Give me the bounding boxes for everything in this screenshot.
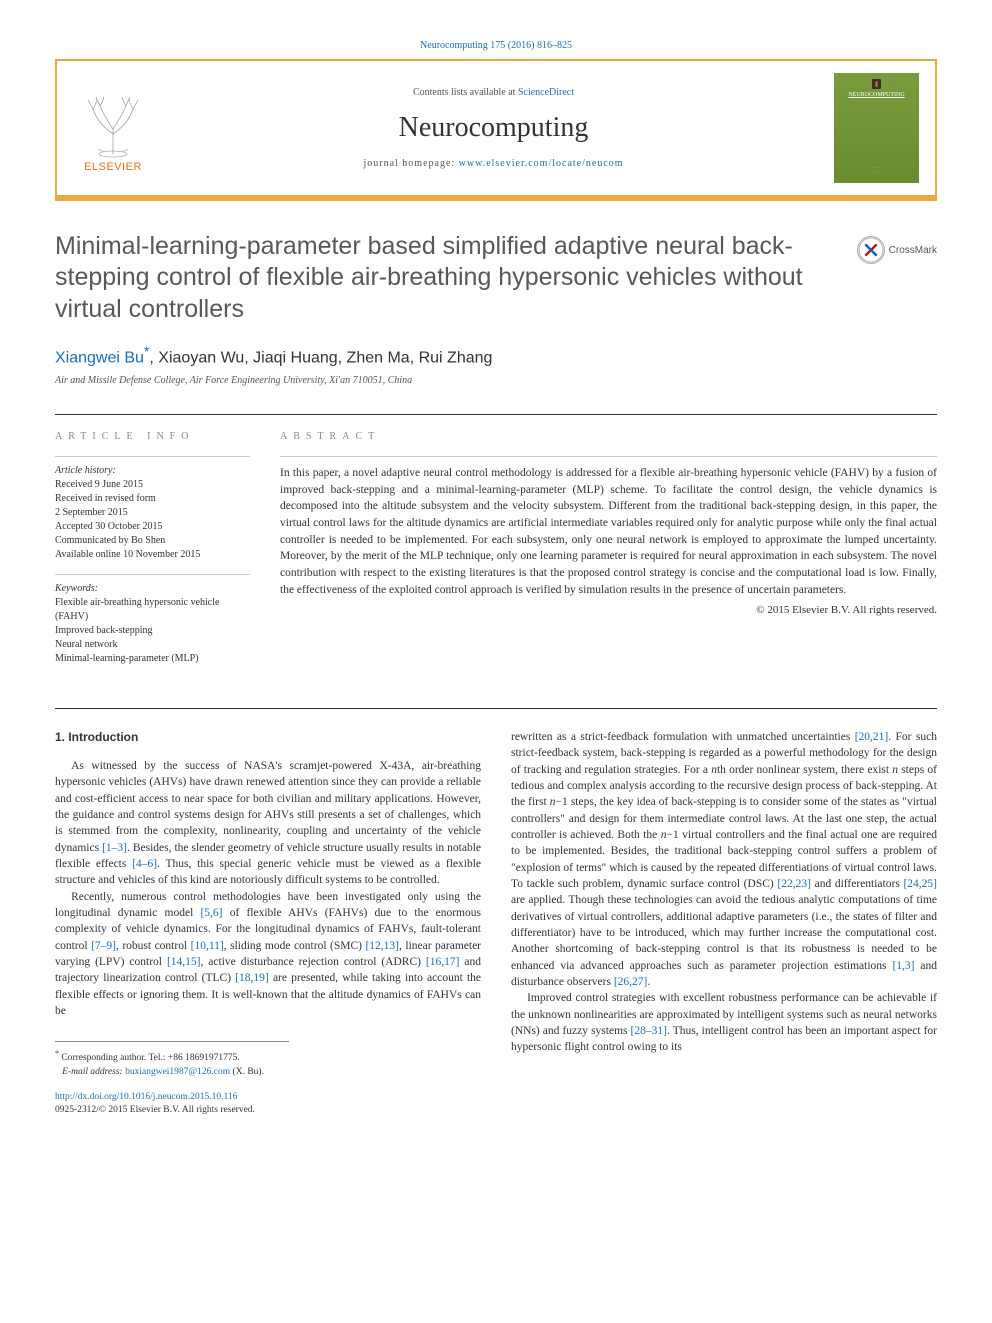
cite-24-25[interactable]: [24,25] <box>903 878 937 890</box>
sciencedirect-link[interactable]: ScienceDirect <box>518 87 574 98</box>
abstract-heading: ABSTRACT <box>280 431 937 442</box>
homepage-prefix: journal homepage: <box>363 158 458 169</box>
cite-14-15[interactable]: [14,15] <box>167 956 201 968</box>
authors-line: Xiangwei Bu*, Xiaoyan Wu, Jiaqi Huang, Z… <box>55 343 937 367</box>
keyword-3: Neural network <box>55 638 250 652</box>
cite-16-17[interactable]: [16,17] <box>426 956 460 968</box>
cover-brand-icon: ▮ <box>872 79 882 89</box>
info-abstract-row: ARTICLE INFO Article history: Received 9… <box>55 414 937 678</box>
cite-12-13[interactable]: [12,13] <box>365 940 399 952</box>
history-communicated: Communicated by Bo Shen <box>55 534 250 548</box>
affiliation: Air and Missile Defense College, Air For… <box>55 375 937 386</box>
header-center: Contents lists available at ScienceDirec… <box>171 87 816 169</box>
contents-available: Contents lists available at ScienceDirec… <box>171 87 816 98</box>
history-received: Received 9 June 2015 <box>55 478 250 492</box>
cite-22-23[interactable]: [22,23] <box>777 878 811 890</box>
body-right-column: rewritten as a strict-feedback formulati… <box>511 729 937 1118</box>
page-root: Neurocomputing 175 (2016) 816–825 <box>0 0 992 1148</box>
article-info-column: ARTICLE INFO Article history: Received 9… <box>55 431 250 678</box>
doi-link[interactable]: http://dx.doi.org/10.1016/j.neucom.2015.… <box>55 1092 237 1102</box>
journal-name: Neurocomputing <box>171 112 816 144</box>
email-link[interactable]: buxiangwei1987@126.com <box>125 1067 230 1077</box>
footnote-block: * Corresponding author. Tel.: +86 186919… <box>55 1041 289 1079</box>
cite-4-6[interactable]: [4–6] <box>132 858 157 870</box>
cite-18-19[interactable]: [18,19] <box>235 972 269 984</box>
article-title: Minimal-learning-parameter based simplif… <box>55 231 937 325</box>
history-accepted: Accepted 30 October 2015 <box>55 520 250 534</box>
cover-bottom-text: · · ·· · · <box>874 165 880 175</box>
cite-10-11[interactable]: [10,11] <box>191 940 224 952</box>
cite-26-27[interactable]: [26,27] <box>614 976 648 988</box>
corresp-footnote: * Corresponding author. Tel.: +86 186919… <box>55 1048 289 1065</box>
left-paragraph-2: Recently, numerous control methodologies… <box>55 889 481 1020</box>
keyword-4: Minimal-learning-parameter (MLP) <box>55 652 250 666</box>
authors-rest: , Xiaoyan Wu, Jiaqi Huang, Zhen Ma, Rui … <box>149 349 492 366</box>
cite-1-3b[interactable]: [1,3] <box>892 960 914 972</box>
article-info-heading: ARTICLE INFO <box>55 431 250 442</box>
history-revised-2: 2 September 2015 <box>55 506 250 520</box>
history-label: Article history: <box>55 465 250 476</box>
issn-line: 0925-2312/© 2015 Elsevier B.V. All right… <box>55 1104 481 1117</box>
cite-7-9[interactable]: [7–9] <box>91 940 116 952</box>
body-left-column: 1. Introduction As witnessed by the succ… <box>55 729 481 1118</box>
abstract-text: In this paper, a novel adaptive neural c… <box>280 456 937 598</box>
elsevier-label: ELSEVIER <box>84 161 142 173</box>
elsevier-tree-icon <box>78 94 148 159</box>
journal-header: ELSEVIER Contents lists available at Sci… <box>55 59 937 201</box>
cite-5-6[interactable]: [5,6] <box>200 907 222 919</box>
crossmark-icon <box>857 236 885 264</box>
journal-cover[interactable]: ▮ NEUROCOMPUTING · · ·· · · <box>834 73 919 183</box>
crossmark-badge[interactable]: CrossMark <box>857 236 937 264</box>
doi-block: http://dx.doi.org/10.1016/j.neucom.2015.… <box>55 1091 481 1118</box>
corresp-star-icon: * <box>55 1049 59 1058</box>
cite-28-31[interactable]: [28–31] <box>631 1025 667 1037</box>
section-1-heading: 1. Introduction <box>55 729 481 746</box>
cover-title: NEUROCOMPUTING <box>848 92 904 98</box>
crossmark-label: CrossMark <box>889 245 937 256</box>
right-paragraph-2: Improved control strategies with excelle… <box>511 990 937 1055</box>
author-corresponding[interactable]: Xiangwei Bu <box>55 349 144 366</box>
left-paragraph-1: As witnessed by the success of NASA's sc… <box>55 758 481 889</box>
keyword-2: Improved back-stepping <box>55 624 250 638</box>
cite-20-21[interactable]: [20,21] <box>855 731 889 743</box>
keyword-1: Flexible air-breathing hypersonic vehicl… <box>55 596 250 624</box>
homepage-link[interactable]: www.elsevier.com/locate/neucom <box>459 158 624 169</box>
history-revised-1: Received in revised form <box>55 492 250 506</box>
journal-homepage: journal homepage: www.elsevier.com/locat… <box>171 158 816 169</box>
abstract-column: ABSTRACT In this paper, a novel adaptive… <box>280 431 937 678</box>
abstract-copyright: © 2015 Elsevier B.V. All rights reserved… <box>280 604 937 616</box>
elsevier-logo[interactable]: ELSEVIER <box>73 83 153 173</box>
article-history-block: Article history: Received 9 June 2015 Re… <box>55 456 250 562</box>
cite-1-3[interactable]: [1–3] <box>102 842 127 854</box>
history-online: Available online 10 November 2015 <box>55 548 250 562</box>
body-columns: 1. Introduction As witnessed by the succ… <box>55 708 937 1118</box>
right-paragraph-1: rewritten as a strict-feedback formulati… <box>511 729 937 990</box>
keywords-block: Keywords: Flexible air-breathing hyperso… <box>55 574 250 666</box>
contents-prefix: Contents lists available at <box>413 87 518 98</box>
top-citation-link[interactable]: Neurocomputing 175 (2016) 816–825 <box>420 40 572 51</box>
top-citation[interactable]: Neurocomputing 175 (2016) 816–825 <box>55 40 937 51</box>
email-footnote: E-mail address: buxiangwei1987@126.com (… <box>55 1066 289 1079</box>
keywords-label: Keywords: <box>55 583 250 594</box>
